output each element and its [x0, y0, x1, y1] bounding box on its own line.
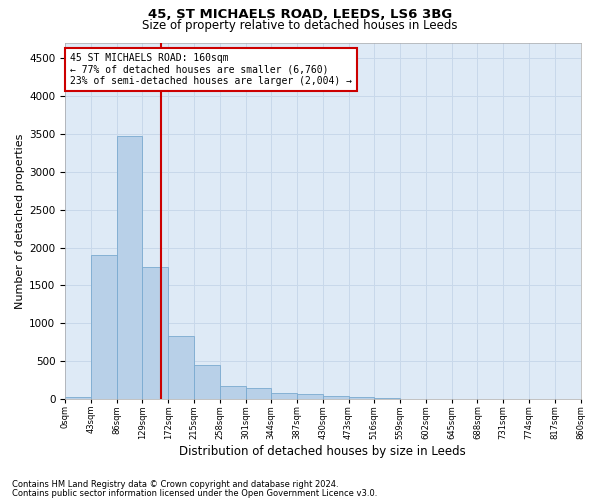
Text: Size of property relative to detached houses in Leeds: Size of property relative to detached ho… [142, 19, 458, 32]
Bar [168, 336, 194, 400]
Bar [426, 399, 452, 400]
Bar [400, 398, 426, 400]
Bar [349, 397, 374, 400]
Bar [245, 388, 271, 400]
Bar [65, 397, 91, 400]
Bar [271, 392, 297, 400]
Bar [194, 365, 220, 400]
Text: Contains HM Land Registry data © Crown copyright and database right 2024.: Contains HM Land Registry data © Crown c… [12, 480, 338, 489]
Text: 45, ST MICHAELS ROAD, LEEDS, LS6 3BG: 45, ST MICHAELS ROAD, LEEDS, LS6 3BG [148, 8, 452, 20]
Bar [142, 266, 168, 400]
Bar [91, 255, 116, 400]
Bar [297, 394, 323, 400]
Y-axis label: Number of detached properties: Number of detached properties [15, 134, 25, 308]
Bar [116, 136, 142, 400]
Bar [323, 396, 349, 400]
Bar [220, 386, 245, 400]
X-axis label: Distribution of detached houses by size in Leeds: Distribution of detached houses by size … [179, 444, 466, 458]
Bar [374, 398, 400, 400]
Text: Contains public sector information licensed under the Open Government Licence v3: Contains public sector information licen… [12, 489, 377, 498]
Text: 45 ST MICHAELS ROAD: 160sqm
← 77% of detached houses are smaller (6,760)
23% of : 45 ST MICHAELS ROAD: 160sqm ← 77% of det… [70, 53, 352, 86]
